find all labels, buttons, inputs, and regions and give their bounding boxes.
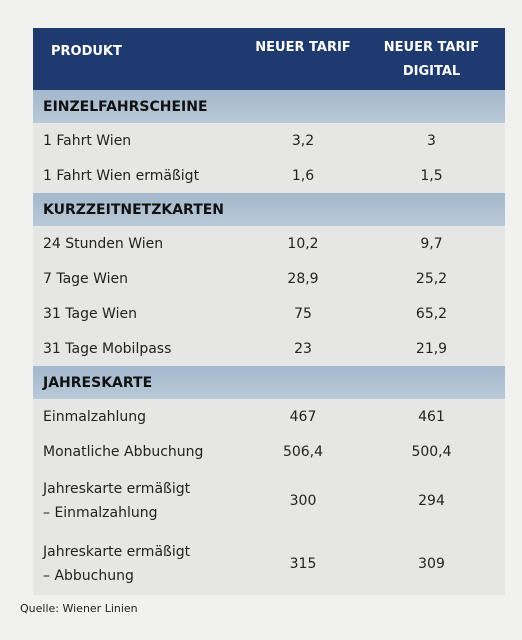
price-cell: 65,2: [415, 305, 448, 322]
price-cell: 294: [418, 492, 445, 509]
price-cell: 3: [427, 132, 436, 149]
product-cell: 31 Tage Wien: [43, 305, 137, 322]
product-cell: 7 Tage Wien: [43, 270, 129, 287]
price-cell: 25,2: [415, 270, 448, 287]
header-row: PRODUKT NEUER TARIF NEUER TARIF DIGITAL: [33, 28, 505, 90]
price-cell: 23: [294, 340, 312, 357]
product-cell: 31 Tage Mobilpass: [43, 340, 172, 357]
column-header: PRODUKT: [51, 44, 122, 59]
price-cell: 3,2: [291, 132, 315, 149]
product-cell: Einmalzahlung: [43, 408, 147, 425]
price-cell: 21,9: [415, 340, 448, 357]
price-cell: 75: [294, 305, 312, 322]
table-row: Jahreskarte ermäßigt – Einmalzahlung 300 2…: [33, 469, 505, 532]
table-row: Monatliche Abbuchung 506,4 500,4: [33, 434, 505, 469]
product-cell: 24 Stunden Wien: [43, 235, 164, 252]
product-cell: 1 Fahrt Wien ermäßigt: [43, 167, 200, 184]
product-cell: Jahreskarte ermäßigt – Abbuchung: [43, 543, 191, 584]
table-row: 31 Tage Wien 75 65,2: [33, 296, 505, 331]
section-title: JAHRESKARTE: [33, 366, 505, 399]
table-row: Jahreskarte ermäßigt – Abbuchung 315 309: [33, 532, 505, 595]
price-cell: 1,5: [420, 167, 443, 184]
section-title: EINZELFAHRSCHEINE: [33, 90, 505, 123]
table-row: Einmalzahlung 467 461: [33, 399, 505, 434]
price-cell: 500,4: [411, 443, 452, 460]
price-cell: 10,2: [287, 235, 319, 252]
product-cell: Monatliche Abbuchung: [43, 443, 204, 460]
table-row: 7 Tage Wien 28,9 25,2: [33, 261, 505, 296]
source-note: Quelle: Wiener Linien: [20, 602, 138, 615]
price-cell: 1,6: [291, 167, 315, 184]
price-cell: 315: [289, 555, 317, 572]
column-header: NEUER TARIF DIGITAL: [383, 40, 480, 79]
product-cell: 1 Fahrt Wien: [43, 132, 132, 149]
table-row: 31 Tage Mobilpass 23 21,9: [33, 331, 505, 366]
section-title: KURZZEITNETZKARTEN: [33, 193, 505, 226]
table-row: 24 Stunden Wien 10,2 9,7: [33, 226, 505, 261]
price-cell: 467: [289, 408, 317, 425]
price-cell: 309: [418, 555, 445, 572]
price-cell: 9,7: [420, 235, 443, 252]
price-cell: 300: [289, 492, 317, 509]
tariff-table: PRODUKT NEUER TARIF NEUER TARIF DIGITAL EIN…: [33, 28, 505, 595]
table-row: 1 Fahrt Wien ermäßigt 1,6 1,5: [33, 158, 505, 193]
price-cell: 506,4: [282, 443, 324, 460]
price-cell: 28,9: [287, 270, 319, 287]
price-cell: 461: [418, 408, 445, 425]
product-cell: Jahreskarte ermäßigt – Einmalzahlung: [43, 480, 191, 521]
table-row: 1 Fahrt Wien 3,2 3: [33, 123, 505, 158]
column-header: NEUER TARIF: [255, 40, 351, 55]
